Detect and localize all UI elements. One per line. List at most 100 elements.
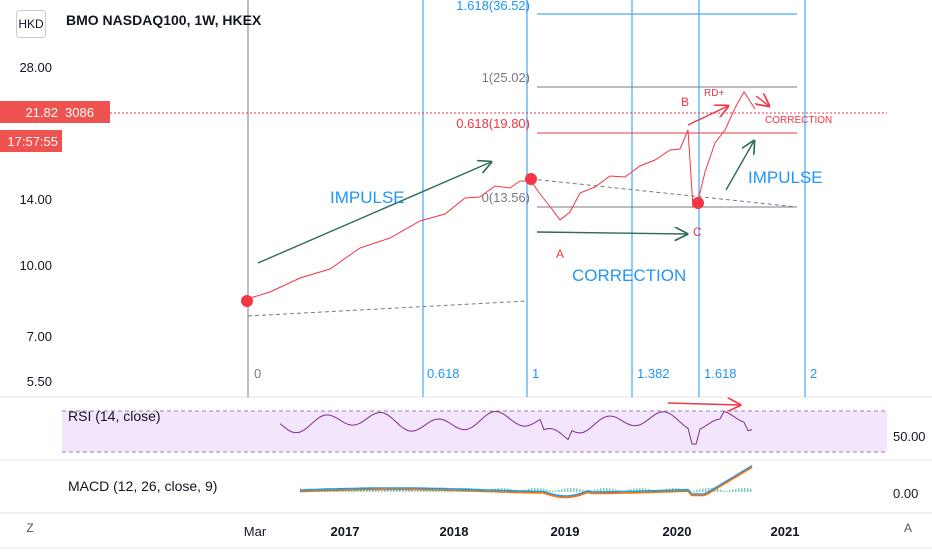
rsi-series [279,410,753,445]
macd-histogram-bar [462,488,464,492]
fib-time-label-2: 2 [810,366,817,381]
macd-histogram-bar [612,488,614,492]
macd-histogram-bar [492,488,494,492]
macd-histogram-bar [324,488,326,492]
macd-histogram-bar [534,488,536,492]
macd-histogram-bar [522,490,524,492]
macd-histogram-bar [429,488,431,492]
auto-scale-button[interactable]: A [903,521,912,535]
correction-label: CORRECTION [572,266,686,285]
zoom-left-button[interactable]: Z [26,521,34,535]
macd-histogram-bar [480,489,482,492]
macd-histogram-bar [531,488,533,492]
macd-histogram-bar [441,488,443,492]
macd-histogram-bar [363,488,365,492]
correction-trendline [530,178,798,208]
macd-histogram-bar [321,488,323,492]
macd-histogram-bar [540,488,542,492]
price-tick-14: 14.00 [19,192,52,207]
macd-histogram-bar [417,490,419,492]
fib-time-label-0618: 0.618 [427,366,460,381]
macd-histogram-bar [693,490,695,492]
time-tick-2021: 2021 [771,524,800,539]
signal-series [299,466,753,499]
macd-histogram-bar [615,489,617,492]
macd-histogram-bar [606,488,608,492]
macd-histogram-bar [669,488,671,492]
currency-badge[interactable]: HKD [16,10,46,38]
macd-histogram-bar [507,488,509,492]
fib-price-label-1: 1(25.02) [482,70,530,85]
impulse-arrow-2 [725,141,754,191]
macd-histogram-bar [546,489,548,492]
macd-histogram-bar [339,489,341,492]
last-price-badge: 21.82 [0,101,62,123]
macd-histogram-bar [648,488,650,492]
fib-price-label-1618: 1.618(36.52) [456,0,530,13]
macd-histogram-bar [471,488,473,492]
macd-histogram-bar [453,489,455,492]
macd-histogram-bar [486,490,488,492]
macd-histogram-bar [627,489,629,492]
macd-histogram-bar [513,489,515,492]
macd-histogram-bar [726,490,728,492]
macd-histogram-bar [681,488,683,492]
macd-histogram-bar [447,490,449,492]
rsi-axis-tick: 50.00 [893,429,926,444]
macd-histogram-bar [567,488,569,492]
macd-histogram-bar [585,490,587,492]
macd-histogram-bar [387,489,389,492]
macd-histogram-bar [504,488,506,492]
macd-histogram-bar [558,489,560,492]
macd-histogram-bar [552,490,554,492]
fib-price-label-0: 0(13.56) [482,190,530,205]
pivot-start [241,295,253,307]
macd-histogram-bar [735,488,737,492]
macd-histogram-bar [576,488,578,492]
macd-histogram-bar [549,489,551,492]
macd-histogram-bar [666,488,668,492]
wave-a-label: A [556,247,564,261]
macd-histogram-bar [501,488,503,492]
macd-histogram-bar [303,489,305,492]
macd-histogram-bar [354,488,356,492]
b-wave-arrow [687,106,728,126]
macd-label[interactable]: MACD (12, 26, close, 9) [68,478,218,494]
macd-histogram-bar [372,488,374,492]
macd-histogram-bar [699,489,701,492]
rsi-label[interactable]: RSI (14, close) [68,408,161,424]
macd-histogram-bar [483,490,485,492]
macd-histogram-bar [636,488,638,492]
macd-histogram-bar [732,489,734,492]
macd-histogram-bar [723,490,725,492]
macd-histogram-bar [444,489,446,492]
macd-histogram-bar [426,488,428,492]
fib-time-label-0: 0 [254,366,261,381]
macd-histogram-bar [516,490,518,492]
last-volume-badge: 3086 [62,101,110,123]
macd-histogram-bar [588,490,590,492]
bar-countdown-badge: 17:57:55 [0,130,62,152]
macd-histogram-bar [360,488,362,492]
macd-histogram-bar [624,490,626,492]
macd-histogram-bar [519,490,521,492]
macd-histogram-bar [705,488,707,492]
macd-histogram-bar [582,489,584,492]
macd-histogram-bar [459,488,461,492]
macd-histogram-bar [729,490,731,492]
rsi-band [62,411,887,452]
price-tick-28: 28.00 [19,60,52,75]
macd-histogram-bar [438,488,440,492]
macd-histogram-bar [414,490,416,492]
macd-histogram-bar [657,490,659,492]
fib-time-label-1382: 1.382 [637,366,670,381]
macd-histogram-bar [312,490,314,492]
macd-histogram-bar [702,488,704,492]
price-series [246,91,756,300]
macd-histogram-bar [366,488,368,492]
rd-plus-label: RD+ [704,88,724,99]
correction-arrow-small [756,96,769,106]
macd-histogram-bar [327,488,329,492]
